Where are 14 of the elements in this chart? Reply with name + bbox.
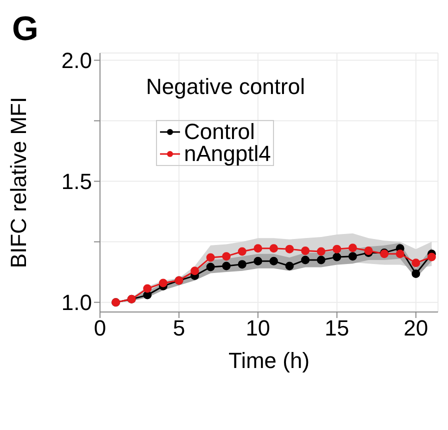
y-axis-title: BIFC relative MFI xyxy=(6,96,31,268)
y-tick-label: 1.0 xyxy=(61,290,92,316)
x-axis-title: Time (h) xyxy=(228,348,310,373)
x-tick-label: 15 xyxy=(324,316,350,341)
text: Negative control xyxy=(146,74,305,100)
legend-label: nAngptl4 xyxy=(184,141,271,166)
x-tick-label: 20 xyxy=(404,316,428,341)
x-tick-label: 10 xyxy=(246,316,270,341)
x-tick-label: 5 xyxy=(172,316,186,341)
y-tick-label: 1.5 xyxy=(61,169,92,194)
legend-label: Control xyxy=(184,119,255,144)
text: G xyxy=(12,10,38,49)
x-tick-label: 0 xyxy=(94,316,106,341)
y-tick-label: 2.0 xyxy=(61,48,92,74)
